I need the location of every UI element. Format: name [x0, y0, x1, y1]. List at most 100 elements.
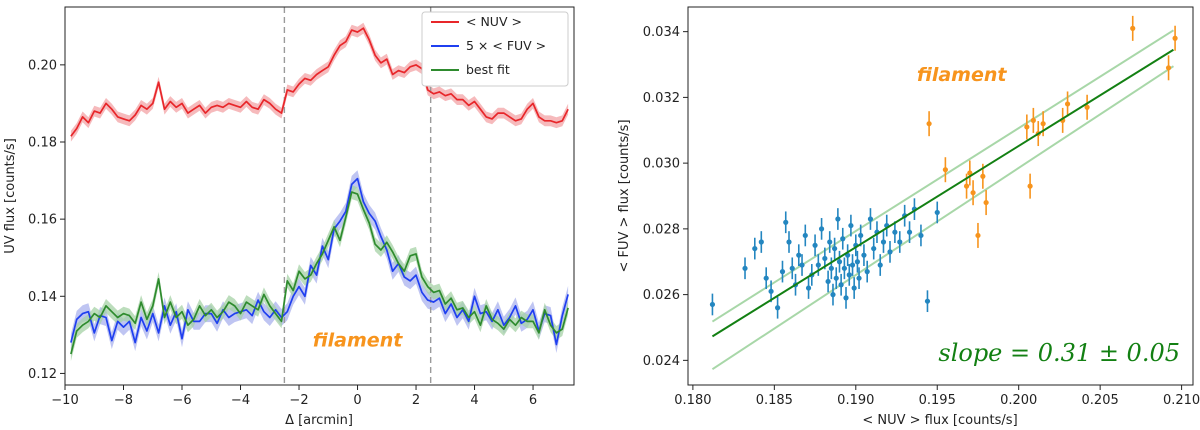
data-point	[983, 199, 989, 206]
data-point	[963, 183, 970, 189]
data-point	[843, 295, 849, 301]
scatter-point-0-33	[845, 244, 851, 267]
scatter-point-1-17	[1165, 55, 1172, 81]
left-y-tick-label: 0.12	[28, 367, 57, 382]
left-x-tick-label: −6	[172, 393, 191, 408]
legend-box	[421, 11, 569, 87]
scatter-point-0-1	[742, 257, 748, 280]
data-point	[897, 239, 903, 245]
scatter-point-0-19	[818, 218, 825, 240]
scatter-point-0-21	[825, 270, 831, 293]
scatter-point-0-2	[752, 237, 758, 260]
scatter-point-0-27	[835, 208, 841, 230]
scatter-point-0-5	[768, 280, 774, 303]
scatter-point-0-31	[841, 257, 847, 280]
data-point	[1030, 117, 1036, 123]
data-point	[827, 239, 833, 245]
data-point	[848, 222, 854, 229]
right-x-tick-label: 0.180	[674, 393, 711, 408]
scatter-point-1-7	[983, 190, 989, 216]
scatter-point-0-12	[796, 244, 802, 267]
scatter-point-0-13	[799, 254, 805, 276]
data-point	[867, 216, 874, 222]
left-y-tick-label: 0.14	[28, 290, 57, 305]
left-y-tick-label: 0.16	[28, 213, 57, 228]
data-point	[1172, 35, 1178, 41]
data-point	[833, 275, 839, 281]
scatter-point-1-3	[967, 160, 973, 186]
left-x-tick-label: −8	[114, 393, 133, 408]
left-series-2-line	[70, 191, 569, 355]
scatter-point-0-24	[830, 283, 836, 306]
data-point	[832, 245, 838, 252]
scatter-point-0-37	[851, 277, 857, 299]
scatter-point-0-43	[864, 260, 870, 283]
right-y-tick-label: 0.030	[643, 157, 680, 172]
right-y-tick-label: 0.034	[643, 25, 680, 40]
data-point	[851, 285, 857, 291]
data-point	[742, 265, 748, 271]
data-point	[838, 282, 844, 288]
right-filament-annotation: filament	[917, 64, 1007, 86]
right-x-tick-label: 0.195	[919, 393, 956, 408]
data-point	[970, 190, 976, 196]
data-point	[830, 292, 836, 298]
right-x-tick-label: 0.210	[1163, 393, 1200, 408]
data-point	[1064, 101, 1071, 107]
scatter-point-0-42	[861, 244, 867, 267]
scatter-point-0-48	[880, 231, 887, 253]
right-plot-frame	[687, 6, 1194, 386]
data-point	[828, 265, 834, 271]
scatter-point-0-32	[843, 287, 849, 309]
scatter-point-0-51	[892, 221, 898, 244]
left-x-tick-label: 4	[470, 393, 478, 408]
data-point	[779, 269, 786, 275]
data-point	[918, 232, 924, 239]
data-point	[1130, 25, 1136, 31]
scatter-point-0-56	[918, 224, 924, 247]
right-x-tick-label: 0.190	[837, 393, 874, 408]
data-point	[980, 173, 986, 179]
scatter-point-0-10	[789, 257, 795, 280]
scatter-point-1-4	[970, 180, 976, 206]
data-point	[858, 232, 864, 239]
scatter-point-1-15	[1084, 94, 1090, 120]
scatter-point-0-4	[763, 267, 769, 290]
data-point	[906, 229, 913, 235]
left-panel: −10 −8 −6 −4 −2 0 2 4 6 0.12 0.14 0.16 0.18 0.20 Δ […	[3, 6, 575, 428]
fit-upper-bound	[711, 29, 1174, 323]
scatter-point-1-1	[942, 157, 948, 183]
left-legend: < NUV > 5 × < FUV > best fit	[421, 11, 569, 87]
left-series-0-error-band	[70, 22, 569, 142]
scatter-point-0-40	[856, 267, 862, 290]
scatter-point-0-34	[846, 264, 852, 286]
data-point	[942, 167, 948, 173]
scatter-point-0-54	[906, 221, 913, 244]
data-point	[840, 236, 846, 242]
fit-line	[711, 48, 1174, 338]
data-point	[802, 232, 808, 239]
data-point	[877, 262, 883, 268]
scatter-point-0-39	[854, 250, 861, 273]
right-scatter-points	[709, 15, 1178, 338]
data-point	[783, 219, 789, 225]
slope-annotation: slope = 0.31 ± 0.05	[938, 339, 1180, 367]
data-point	[975, 232, 981, 239]
left-x-ticks: −10 −8 −6 −4 −2 0 2 4 6	[51, 385, 537, 408]
scatter-point-0-44	[867, 208, 874, 230]
scatter-point-1-14	[1064, 91, 1071, 117]
left-plot-frame	[64, 6, 575, 386]
left-x-tick-label: 0	[353, 393, 361, 408]
right-x-axis-label: < NUV > flux [counts/s]	[862, 413, 1017, 428]
scatter-point-0-15	[805, 277, 812, 299]
data-point	[1040, 121, 1046, 127]
data-point	[836, 259, 843, 265]
left-y-axis-label: UV flux [counts/s]	[3, 138, 18, 254]
right-y-ticks: 0.024 0.026 0.028 0.030 0.032 0.034	[643, 25, 688, 369]
data-point	[1024, 124, 1030, 130]
data-point	[880, 239, 887, 245]
right-y-axis-label: < FUV > flux [counts/s]	[617, 119, 632, 272]
data-point	[892, 229, 898, 235]
data-point	[805, 285, 812, 291]
